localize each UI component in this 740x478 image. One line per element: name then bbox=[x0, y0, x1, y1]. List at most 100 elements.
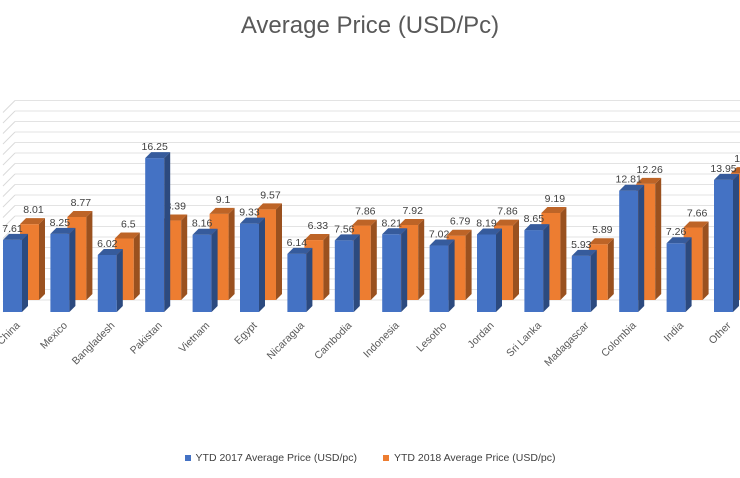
bar-2017 bbox=[714, 179, 733, 312]
category-label: Sri Lanka bbox=[504, 320, 544, 360]
data-label-2018: 9.1 bbox=[216, 194, 231, 206]
bar-2017 bbox=[334, 240, 354, 312]
bar-2018-top bbox=[446, 229, 472, 236]
bar-2017 bbox=[429, 245, 449, 312]
bar-2018-top bbox=[683, 221, 709, 228]
side-gridline bbox=[2, 184, 16, 197]
bar-2017-top bbox=[666, 237, 692, 244]
category-label: China bbox=[0, 320, 23, 348]
legend-swatch-2017 bbox=[184, 455, 191, 462]
side-gridline bbox=[2, 194, 16, 208]
category-label: Egypt bbox=[232, 320, 260, 348]
side-gridline bbox=[2, 163, 16, 176]
data-label-2018: 7.86 bbox=[497, 206, 518, 218]
bar-2018-side bbox=[560, 206, 567, 300]
bar-2018-top bbox=[209, 207, 235, 214]
side-gridline bbox=[2, 152, 16, 166]
data-label-2018: 5.89 bbox=[592, 224, 613, 236]
bar-2017-side bbox=[685, 237, 692, 312]
data-label-2017: 16.25 bbox=[142, 141, 168, 153]
bar-2017-top bbox=[240, 217, 265, 224]
data-label-2017: 7.56 bbox=[334, 223, 355, 235]
bar-2018-side bbox=[655, 177, 662, 300]
bar-2018-top bbox=[494, 219, 519, 226]
bar-2018-top bbox=[20, 218, 45, 225]
bar-2017 bbox=[50, 233, 70, 312]
bar-2018-side bbox=[181, 214, 188, 300]
bar-2017-top bbox=[714, 173, 739, 180]
category-label: Bangladesh bbox=[70, 320, 118, 368]
side-gridline bbox=[2, 142, 16, 155]
bar-2017 bbox=[571, 255, 591, 312]
category-label: Other bbox=[707, 319, 734, 346]
bar-2017-side bbox=[733, 173, 739, 312]
bar-2018-top bbox=[399, 218, 425, 225]
data-label-2018: 8.01 bbox=[23, 204, 44, 216]
side-gridline bbox=[2, 131, 16, 145]
bar-2018-side bbox=[39, 218, 45, 300]
data-label-2018: 13.4 bbox=[734, 153, 740, 165]
bar-2017-top bbox=[571, 249, 597, 256]
side-gridline bbox=[2, 226, 16, 239]
legend-swatch-2018 bbox=[383, 455, 389, 462]
bar-2018-side bbox=[465, 229, 472, 300]
bar-2017-top bbox=[429, 239, 455, 246]
category-label: Madagascar bbox=[542, 319, 592, 369]
data-label-2017: 8.19 bbox=[476, 217, 497, 229]
data-label-2017: 12.81 bbox=[616, 174, 642, 186]
bar-2017-top bbox=[145, 152, 171, 159]
bar-2018-top bbox=[731, 167, 740, 174]
data-label-2018: 12.26 bbox=[637, 164, 663, 176]
category-label: Indonesia bbox=[361, 320, 402, 361]
bar-2017-top bbox=[97, 248, 123, 255]
bar-2017 bbox=[145, 158, 165, 312]
bar-2018-top bbox=[541, 206, 567, 213]
bar-2018-top bbox=[304, 234, 330, 241]
data-label-2017: 7.26 bbox=[666, 226, 687, 238]
bar-2018-side bbox=[418, 218, 425, 300]
bar-2017 bbox=[382, 234, 402, 312]
side-gridline bbox=[2, 121, 16, 134]
bar-2018-top bbox=[351, 219, 377, 226]
bar-2018-side bbox=[133, 232, 140, 300]
bar-2017-side bbox=[116, 248, 123, 312]
bar-2018-side bbox=[276, 203, 282, 300]
legend-item-2018[interactable]: YTD 2018 Average Price (USD/pc) bbox=[383, 452, 555, 464]
category-label: India bbox=[662, 320, 687, 345]
bar-2017-top bbox=[477, 228, 502, 235]
data-label-2018: 6.5 bbox=[121, 218, 136, 230]
side-gridline bbox=[2, 215, 16, 229]
data-label-2018: 7.92 bbox=[402, 205, 423, 217]
bar-2017-top bbox=[50, 227, 76, 234]
bar-2017 bbox=[97, 254, 117, 312]
category-label: Jordan bbox=[465, 320, 496, 351]
legend: YTD 2017 Average Price (USD/pc) YTD 2018… bbox=[0, 452, 740, 464]
bar-2017-side bbox=[543, 224, 550, 312]
bar-2017 bbox=[240, 223, 259, 312]
bar-2018-side bbox=[607, 238, 614, 300]
bar-2017-side bbox=[638, 184, 645, 312]
bar-2017-top bbox=[192, 228, 218, 235]
data-label-2018: 7.86 bbox=[355, 206, 376, 218]
bar-2018-side bbox=[370, 219, 377, 300]
category-label: Vietnam bbox=[177, 319, 213, 355]
data-label-2017: 8.21 bbox=[381, 217, 402, 229]
legend-label-2018: YTD 2018 Average Price (USD/pc) bbox=[394, 452, 556, 464]
data-label-2017: 5.93 bbox=[571, 239, 592, 251]
chart-plot: 8.017.61 China 8.778.25 Mexico 6.56.02 Bangla… bbox=[0, 100, 740, 369]
bar-2017-side bbox=[401, 228, 408, 312]
bar-2017-side bbox=[353, 234, 360, 312]
bar-2017-side bbox=[259, 217, 265, 312]
bar-2018-side bbox=[513, 219, 519, 300]
bar-2018-top bbox=[257, 203, 282, 210]
category-label: Colombia bbox=[599, 320, 639, 360]
bar-2018-top bbox=[67, 210, 93, 217]
bar-2017 bbox=[477, 234, 496, 312]
category-label: Pakistan bbox=[128, 320, 165, 357]
data-label-2018: 9.19 bbox=[545, 193, 566, 205]
bar-2017 bbox=[3, 239, 22, 312]
bar-2018-top bbox=[588, 238, 614, 245]
side-gridline bbox=[2, 173, 16, 187]
data-label-2018: 9.57 bbox=[260, 189, 281, 201]
legend-item-2017[interactable]: YTD 2017 Average Price (USD/pc) bbox=[184, 452, 357, 464]
